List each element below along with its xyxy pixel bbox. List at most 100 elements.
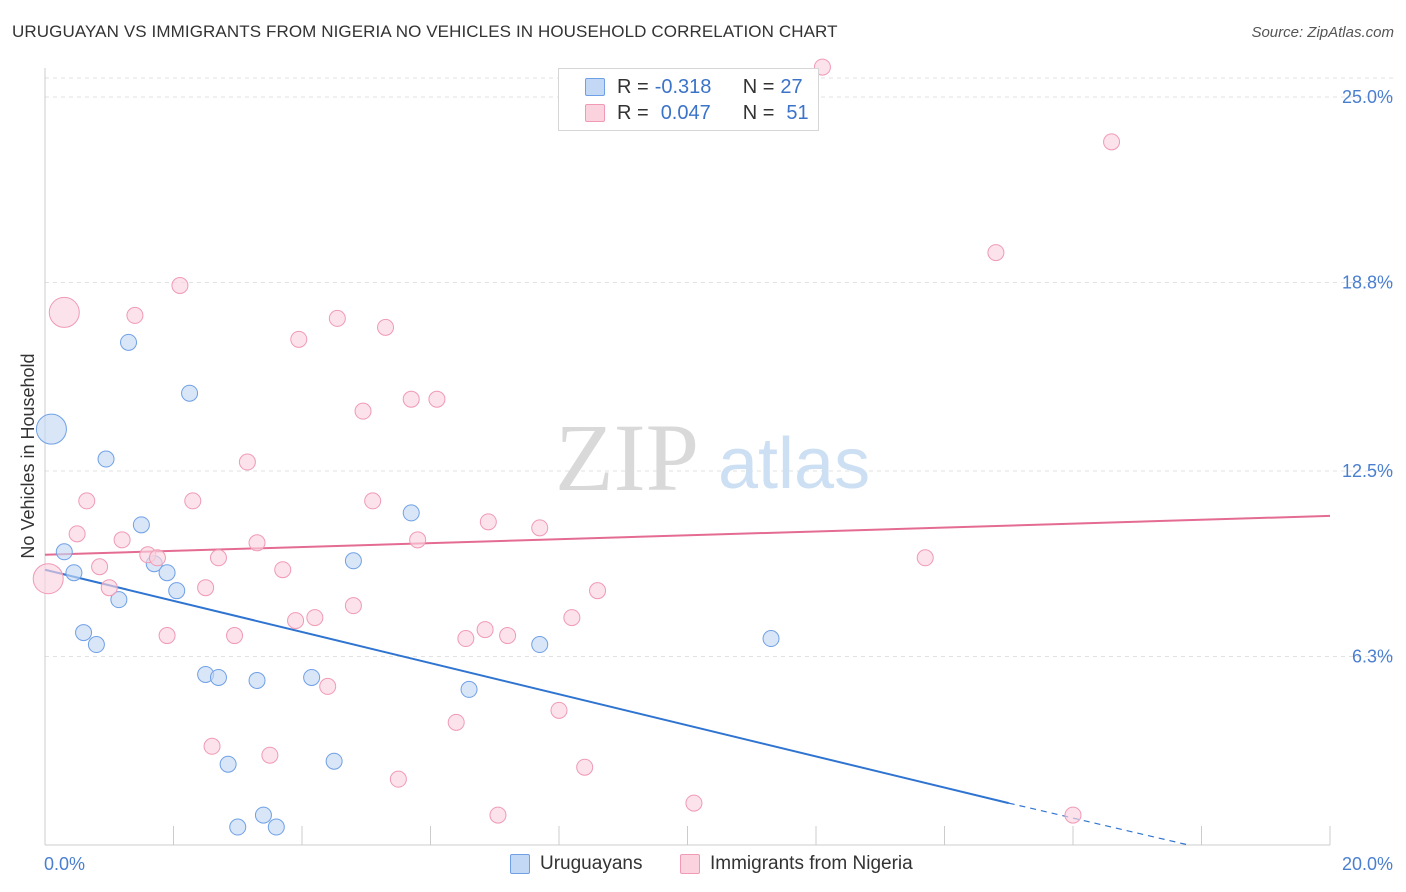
nigeria-point bbox=[354, 402, 372, 420]
nigeria-point bbox=[916, 549, 934, 567]
x-tick-label: 20.0% bbox=[1342, 854, 1393, 874]
nigeria-point bbox=[91, 558, 109, 576]
nigeria-point bbox=[126, 306, 144, 324]
legend-r-label: R = bbox=[617, 75, 649, 98]
nigeria-point bbox=[476, 621, 494, 639]
uruguayans-point bbox=[97, 450, 115, 468]
nigeria-point bbox=[209, 549, 227, 567]
watermark-atlas: atlas bbox=[718, 424, 870, 504]
y-tick-label: 12.5% bbox=[1342, 461, 1393, 481]
nigeria-point bbox=[203, 737, 221, 755]
uruguayans-point bbox=[110, 591, 128, 609]
bottom-legend-nigeria: Immigrants from Nigeria bbox=[680, 851, 913, 877]
nigeria-point bbox=[158, 627, 176, 645]
uruguayans-point bbox=[248, 671, 266, 689]
watermark: ZIP atlas bbox=[555, 404, 870, 511]
watermark-zip: ZIP bbox=[555, 404, 699, 511]
chart-title: URUGUAYAN VS IMMIGRANTS FROM NIGERIA NO … bbox=[12, 22, 838, 41]
uruguayans-point bbox=[229, 818, 247, 836]
legend-r-label: R = bbox=[617, 101, 649, 124]
nigeria-point bbox=[531, 519, 549, 537]
legend-n-value: 27 bbox=[780, 75, 803, 98]
uruguayans-point bbox=[87, 636, 105, 654]
bottom-legend-label-nigeria: Immigrants from Nigeria bbox=[710, 853, 913, 874]
y-tick-label: 6.3% bbox=[1352, 647, 1393, 667]
uruguayans-point bbox=[531, 636, 549, 654]
nigeria-point bbox=[987, 244, 1005, 262]
nigeria-point bbox=[238, 453, 256, 471]
x-tick-label: 0.0% bbox=[44, 854, 85, 874]
uruguayans-point bbox=[303, 668, 321, 686]
uruguayans-point bbox=[762, 630, 780, 648]
legend-n-value: 51 bbox=[786, 101, 809, 124]
nigeria-point bbox=[306, 609, 324, 627]
nigeria-point bbox=[499, 627, 517, 645]
nigeria-point bbox=[184, 492, 202, 510]
grid-lines bbox=[45, 77, 1395, 658]
nigeria-point bbox=[428, 390, 446, 408]
bottom-legend-uruguayans: Uruguayans bbox=[510, 851, 642, 877]
legend-row-nigeria: R = 0.047 N = 51 bbox=[585, 100, 809, 126]
nigeria-point bbox=[685, 794, 703, 812]
nigeria-trend-line bbox=[44, 514, 1331, 556]
nigeria-point bbox=[447, 713, 465, 731]
nigeria-point bbox=[319, 677, 337, 695]
uruguayans-point bbox=[158, 564, 176, 582]
legend-swatch-nigeria bbox=[585, 104, 605, 122]
uruguayans-point bbox=[219, 755, 237, 773]
y-tick-label: 25.0% bbox=[1342, 87, 1393, 107]
nigeria-point bbox=[377, 318, 395, 336]
legend-row-uruguayans: R = -0.318 N = 27 bbox=[585, 74, 803, 100]
source-label: Source: ZipAtlas.com bbox=[1251, 24, 1394, 41]
nigeria-point bbox=[261, 746, 279, 764]
axes bbox=[44, 68, 1331, 846]
nigeria-point bbox=[1064, 806, 1082, 824]
nigeria-point bbox=[1103, 133, 1121, 151]
nigeria-point bbox=[171, 276, 189, 294]
nigeria-point bbox=[364, 492, 382, 510]
y-tick-label: 18.8% bbox=[1342, 273, 1393, 293]
legend-n-label: N = bbox=[742, 101, 775, 124]
uruguayans-trend-line bbox=[44, 568, 1009, 805]
nigeria-point bbox=[290, 330, 308, 348]
uruguayans-point bbox=[267, 818, 285, 836]
nigeria-point bbox=[113, 531, 131, 549]
nigeria-point bbox=[344, 597, 362, 615]
legend-r-value: -0.318 bbox=[654, 75, 712, 98]
legend: R = -0.318 N = 27 R = 0.047 N = 51 bbox=[558, 68, 819, 131]
uruguayans-point bbox=[75, 624, 93, 642]
nigeria-point bbox=[226, 627, 244, 645]
nigeria-point bbox=[32, 563, 64, 595]
uruguayans-point bbox=[55, 543, 73, 561]
nigeria-point bbox=[148, 549, 166, 567]
nigeria-point bbox=[576, 758, 594, 776]
y-axis-label: No Vehicles in Household bbox=[18, 353, 38, 558]
uruguayans-point bbox=[181, 384, 199, 402]
uruguayans-point bbox=[120, 333, 138, 351]
uruguayans-point bbox=[254, 806, 272, 824]
uruguayans-point bbox=[325, 752, 343, 770]
data-points bbox=[32, 58, 1121, 836]
nigeria-point bbox=[563, 609, 581, 627]
uruguayans-trend-extension bbox=[1008, 802, 1189, 846]
legend-swatch-uruguayans bbox=[585, 78, 605, 96]
uruguayans-point bbox=[35, 413, 67, 445]
uruguayans-point bbox=[209, 668, 227, 686]
nigeria-point bbox=[457, 630, 475, 648]
uruguayans-point bbox=[132, 516, 150, 534]
bottom-legend-swatch-uruguayans bbox=[510, 854, 530, 874]
legend-n-label: N = bbox=[742, 75, 775, 98]
uruguayans-point bbox=[65, 564, 83, 582]
nigeria-point bbox=[589, 582, 607, 600]
nigeria-point bbox=[68, 525, 86, 543]
nigeria-point bbox=[489, 806, 507, 824]
trend-lines bbox=[44, 514, 1331, 846]
nigeria-point bbox=[100, 579, 118, 597]
nigeria-point bbox=[409, 531, 427, 549]
nigeria-point bbox=[479, 513, 497, 531]
legend-r-value: 0.047 bbox=[660, 101, 711, 124]
tick-labels: 6.3% 12.5% 18.8% 25.0% 0.0% 20.0% bbox=[44, 87, 1393, 874]
nigeria-point bbox=[78, 492, 96, 510]
uruguayans-point bbox=[402, 504, 420, 522]
